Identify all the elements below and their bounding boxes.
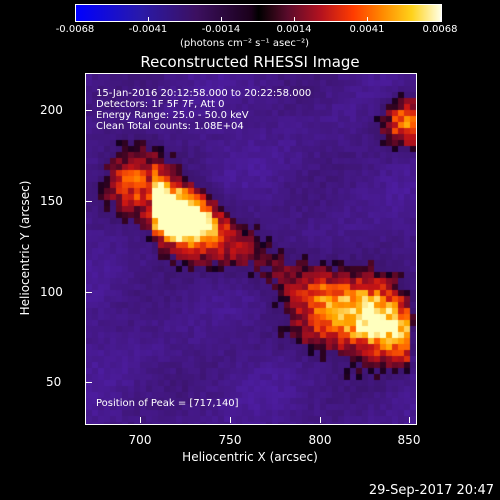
- colorbar: [75, 4, 442, 22]
- colorbar-label: 0.0068: [422, 24, 458, 35]
- clean-counts-text: Clean Total counts: 1.08E+04: [96, 121, 244, 132]
- rhessi-image-panel: 15-Jan-2016 20:12:58.000 to 20:22:58.000…: [85, 73, 417, 425]
- colorbar-label: 0.0041: [349, 24, 385, 35]
- y-tick: [86, 201, 92, 202]
- peak-position-text: Position of Peak = [717,140]: [96, 398, 239, 409]
- y-tick-label: 50: [46, 375, 62, 389]
- x-tick-label: 750: [218, 433, 242, 447]
- x-tick: [140, 417, 141, 423]
- y-tick-label: 150: [40, 194, 63, 208]
- energy-range-text: Energy Range: 25.0 - 50.0 keV: [96, 110, 249, 121]
- x-tick-label: 700: [128, 433, 152, 447]
- x-axis-title: Heliocentric X (arcsec): [182, 450, 318, 464]
- x-tick-label: 850: [397, 433, 421, 447]
- y-tick-label: 200: [40, 103, 63, 117]
- x-tick: [230, 417, 231, 423]
- date-stamp: 29-Sep-2017 20:47: [368, 483, 494, 498]
- colorbar-tick: [367, 17, 368, 21]
- y-tick: [86, 382, 92, 383]
- colorbar-tick: [294, 17, 295, 21]
- rhessi-image: [86, 74, 416, 424]
- colorbar-tick: [75, 17, 76, 21]
- y-tick: [86, 292, 92, 293]
- y-tick: [86, 110, 92, 111]
- colorbar-label: -0.0068: [55, 24, 95, 35]
- y-tick-label: 100: [40, 285, 63, 299]
- x-tick: [320, 417, 321, 423]
- colorbar-label: -0.0041: [128, 24, 168, 35]
- colorbar-label: 0.0014: [276, 24, 312, 35]
- image-title: Reconstructed RHESSI Image: [140, 53, 360, 71]
- x-tick-label: 800: [308, 433, 332, 447]
- y-axis-title: Heliocentric Y (arcsec): [18, 180, 32, 316]
- colorbar-label: -0.0014: [201, 24, 241, 35]
- colorbar-tick: [440, 17, 441, 21]
- colorbar-units: (photons cm⁻² s⁻¹ asec⁻²): [180, 38, 310, 49]
- colorbar-tick: [221, 17, 222, 21]
- detectors-text: Detectors: 1F 5F 7F, Att 0: [96, 99, 225, 110]
- x-tick: [409, 417, 410, 423]
- colorbar-tick: [148, 17, 149, 21]
- time-range-text: 15-Jan-2016 20:12:58.000 to 20:22:58.000: [96, 88, 312, 99]
